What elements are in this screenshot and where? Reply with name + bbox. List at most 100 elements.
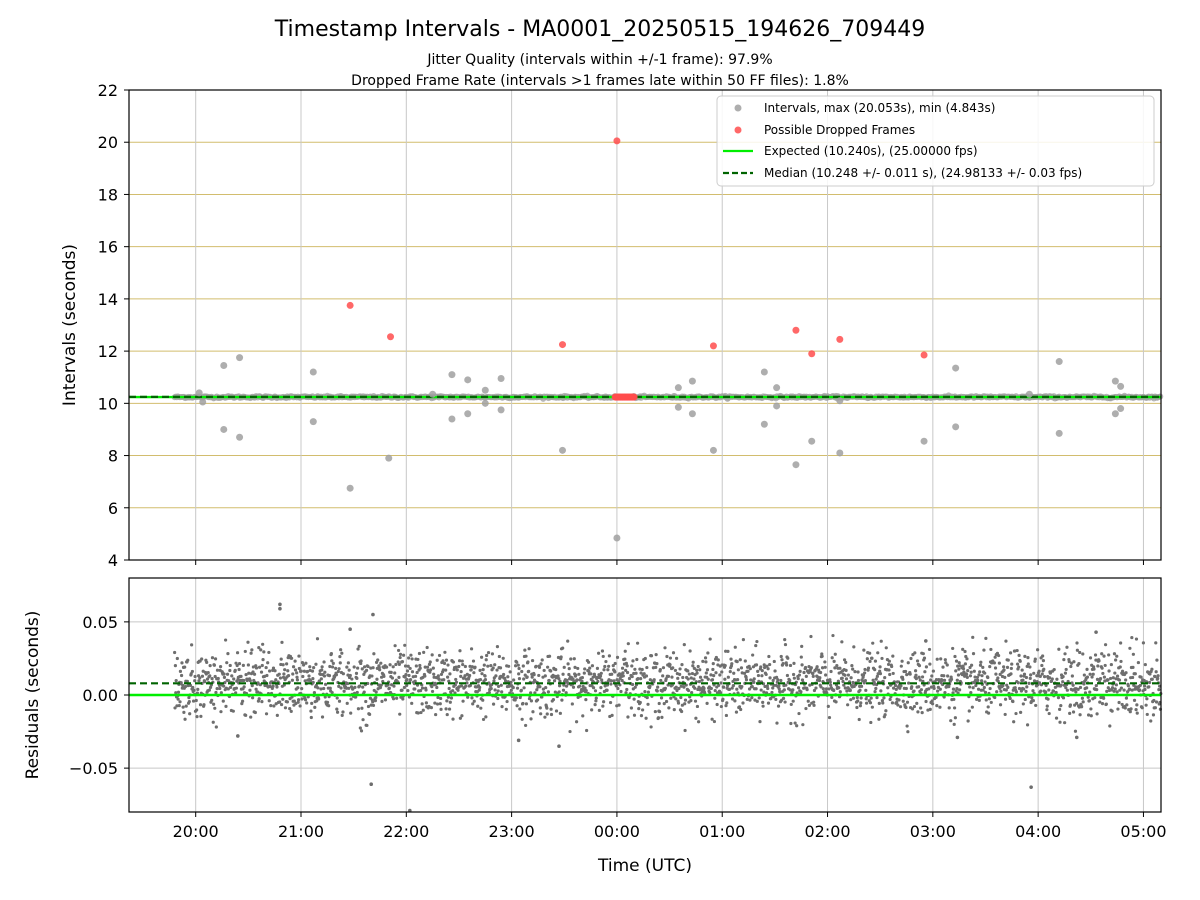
- residual-point: [851, 667, 855, 671]
- residual-point: [1145, 712, 1149, 717]
- interval-point: [236, 354, 244, 362]
- interval-point: [464, 376, 472, 384]
- residual-point: [663, 686, 667, 690]
- residual-point: [915, 659, 920, 663]
- residual-point: [353, 685, 357, 689]
- residual-point: [348, 627, 352, 631]
- residual-point: [234, 686, 239, 690]
- residual-point: [721, 697, 725, 701]
- residual-point: [770, 690, 774, 695]
- residual-point: [582, 671, 586, 675]
- residual-point: [688, 649, 692, 653]
- residual-point: [310, 669, 315, 673]
- residual-point: [675, 688, 679, 693]
- residual-point: [340, 713, 344, 717]
- residual-point: [183, 665, 187, 669]
- residual-point: [496, 696, 500, 701]
- residual-point: [761, 704, 765, 708]
- residual-point: [213, 657, 218, 661]
- residual-point: [1061, 674, 1065, 679]
- residual-point: [624, 691, 628, 695]
- residual-point: [671, 666, 675, 670]
- residual-point: [341, 710, 345, 714]
- residual-point: [1010, 662, 1014, 666]
- residual-point: [609, 679, 613, 683]
- residual-point: [878, 672, 883, 676]
- residual-point: [901, 699, 905, 703]
- residual-point: [1018, 659, 1022, 663]
- residual-point: [1124, 696, 1129, 700]
- residual-point: [291, 672, 295, 676]
- x-tick-label: 20:00: [173, 822, 219, 841]
- residual-point: [899, 684, 903, 688]
- residual-point: [1116, 707, 1120, 711]
- residual-point: [1085, 675, 1090, 679]
- intervals-axes-frame: [128, 89, 1162, 561]
- residual-point: [1154, 670, 1158, 674]
- residual-point: [983, 680, 987, 684]
- residual-point: [564, 691, 568, 695]
- residual-point: [988, 686, 992, 691]
- residual-point: [830, 695, 834, 699]
- residual-point: [1131, 675, 1135, 680]
- residual-point: [517, 677, 522, 681]
- residual-point: [442, 678, 446, 682]
- residual-point: [186, 683, 190, 688]
- residual-point: [551, 698, 556, 702]
- residual-point: [262, 650, 266, 654]
- residual-point: [984, 636, 988, 640]
- residual-point: [319, 677, 323, 681]
- residual-point: [275, 713, 279, 717]
- residual-point: [1046, 697, 1050, 701]
- residual-point: [496, 684, 501, 689]
- residual-point: [905, 673, 909, 677]
- residual-point: [626, 642, 630, 646]
- residual-point: [282, 672, 286, 676]
- residual-point: [709, 673, 713, 677]
- residual-point: [340, 651, 344, 655]
- residual-point: [509, 680, 513, 684]
- interval-point: [674, 384, 682, 392]
- residual-point: [314, 662, 318, 666]
- residual-point: [295, 671, 299, 675]
- residual-point: [506, 675, 510, 679]
- residual-point: [614, 684, 618, 688]
- residual-point: [424, 688, 428, 692]
- residual-point: [202, 703, 206, 707]
- residual-point: [705, 668, 710, 672]
- residual-point: [873, 668, 877, 672]
- residual-point: [745, 697, 749, 701]
- residual-point: [716, 658, 720, 662]
- residual-point: [691, 664, 695, 668]
- residual-point: [447, 707, 452, 711]
- residual-point: [812, 688, 817, 693]
- residual-point: [379, 661, 383, 665]
- residual-point: [459, 670, 463, 674]
- residual-point: [807, 703, 812, 708]
- residual-point: [424, 701, 428, 705]
- intervals-y-tick-label: 16: [98, 238, 118, 257]
- residual-point: [1120, 669, 1125, 673]
- residual-point: [336, 669, 340, 674]
- residual-point: [1080, 696, 1085, 700]
- residual-point: [869, 720, 873, 725]
- residual-point: [820, 666, 825, 670]
- residual-point: [945, 663, 949, 667]
- residual-point: [638, 700, 642, 705]
- residual-point: [864, 688, 868, 692]
- residual-point: [876, 651, 880, 655]
- dropped-point: [559, 341, 567, 349]
- residual-point: [243, 649, 247, 654]
- residual-point: [419, 710, 423, 715]
- residual-point: [1081, 652, 1085, 656]
- residual-point: [857, 717, 861, 722]
- residuals-panel: −0.050.000.05 20:00 21:00 22:00 23:00 00:00 0…: [23, 577, 1167, 841]
- residual-point: [979, 660, 983, 664]
- residual-point: [639, 714, 644, 718]
- residual-point: [375, 677, 379, 681]
- residual-point: [722, 685, 726, 689]
- residual-point: [219, 691, 223, 695]
- residual-point: [193, 674, 197, 679]
- residuals-y-tick-label: 0.00: [82, 686, 118, 705]
- residual-point: [935, 704, 939, 708]
